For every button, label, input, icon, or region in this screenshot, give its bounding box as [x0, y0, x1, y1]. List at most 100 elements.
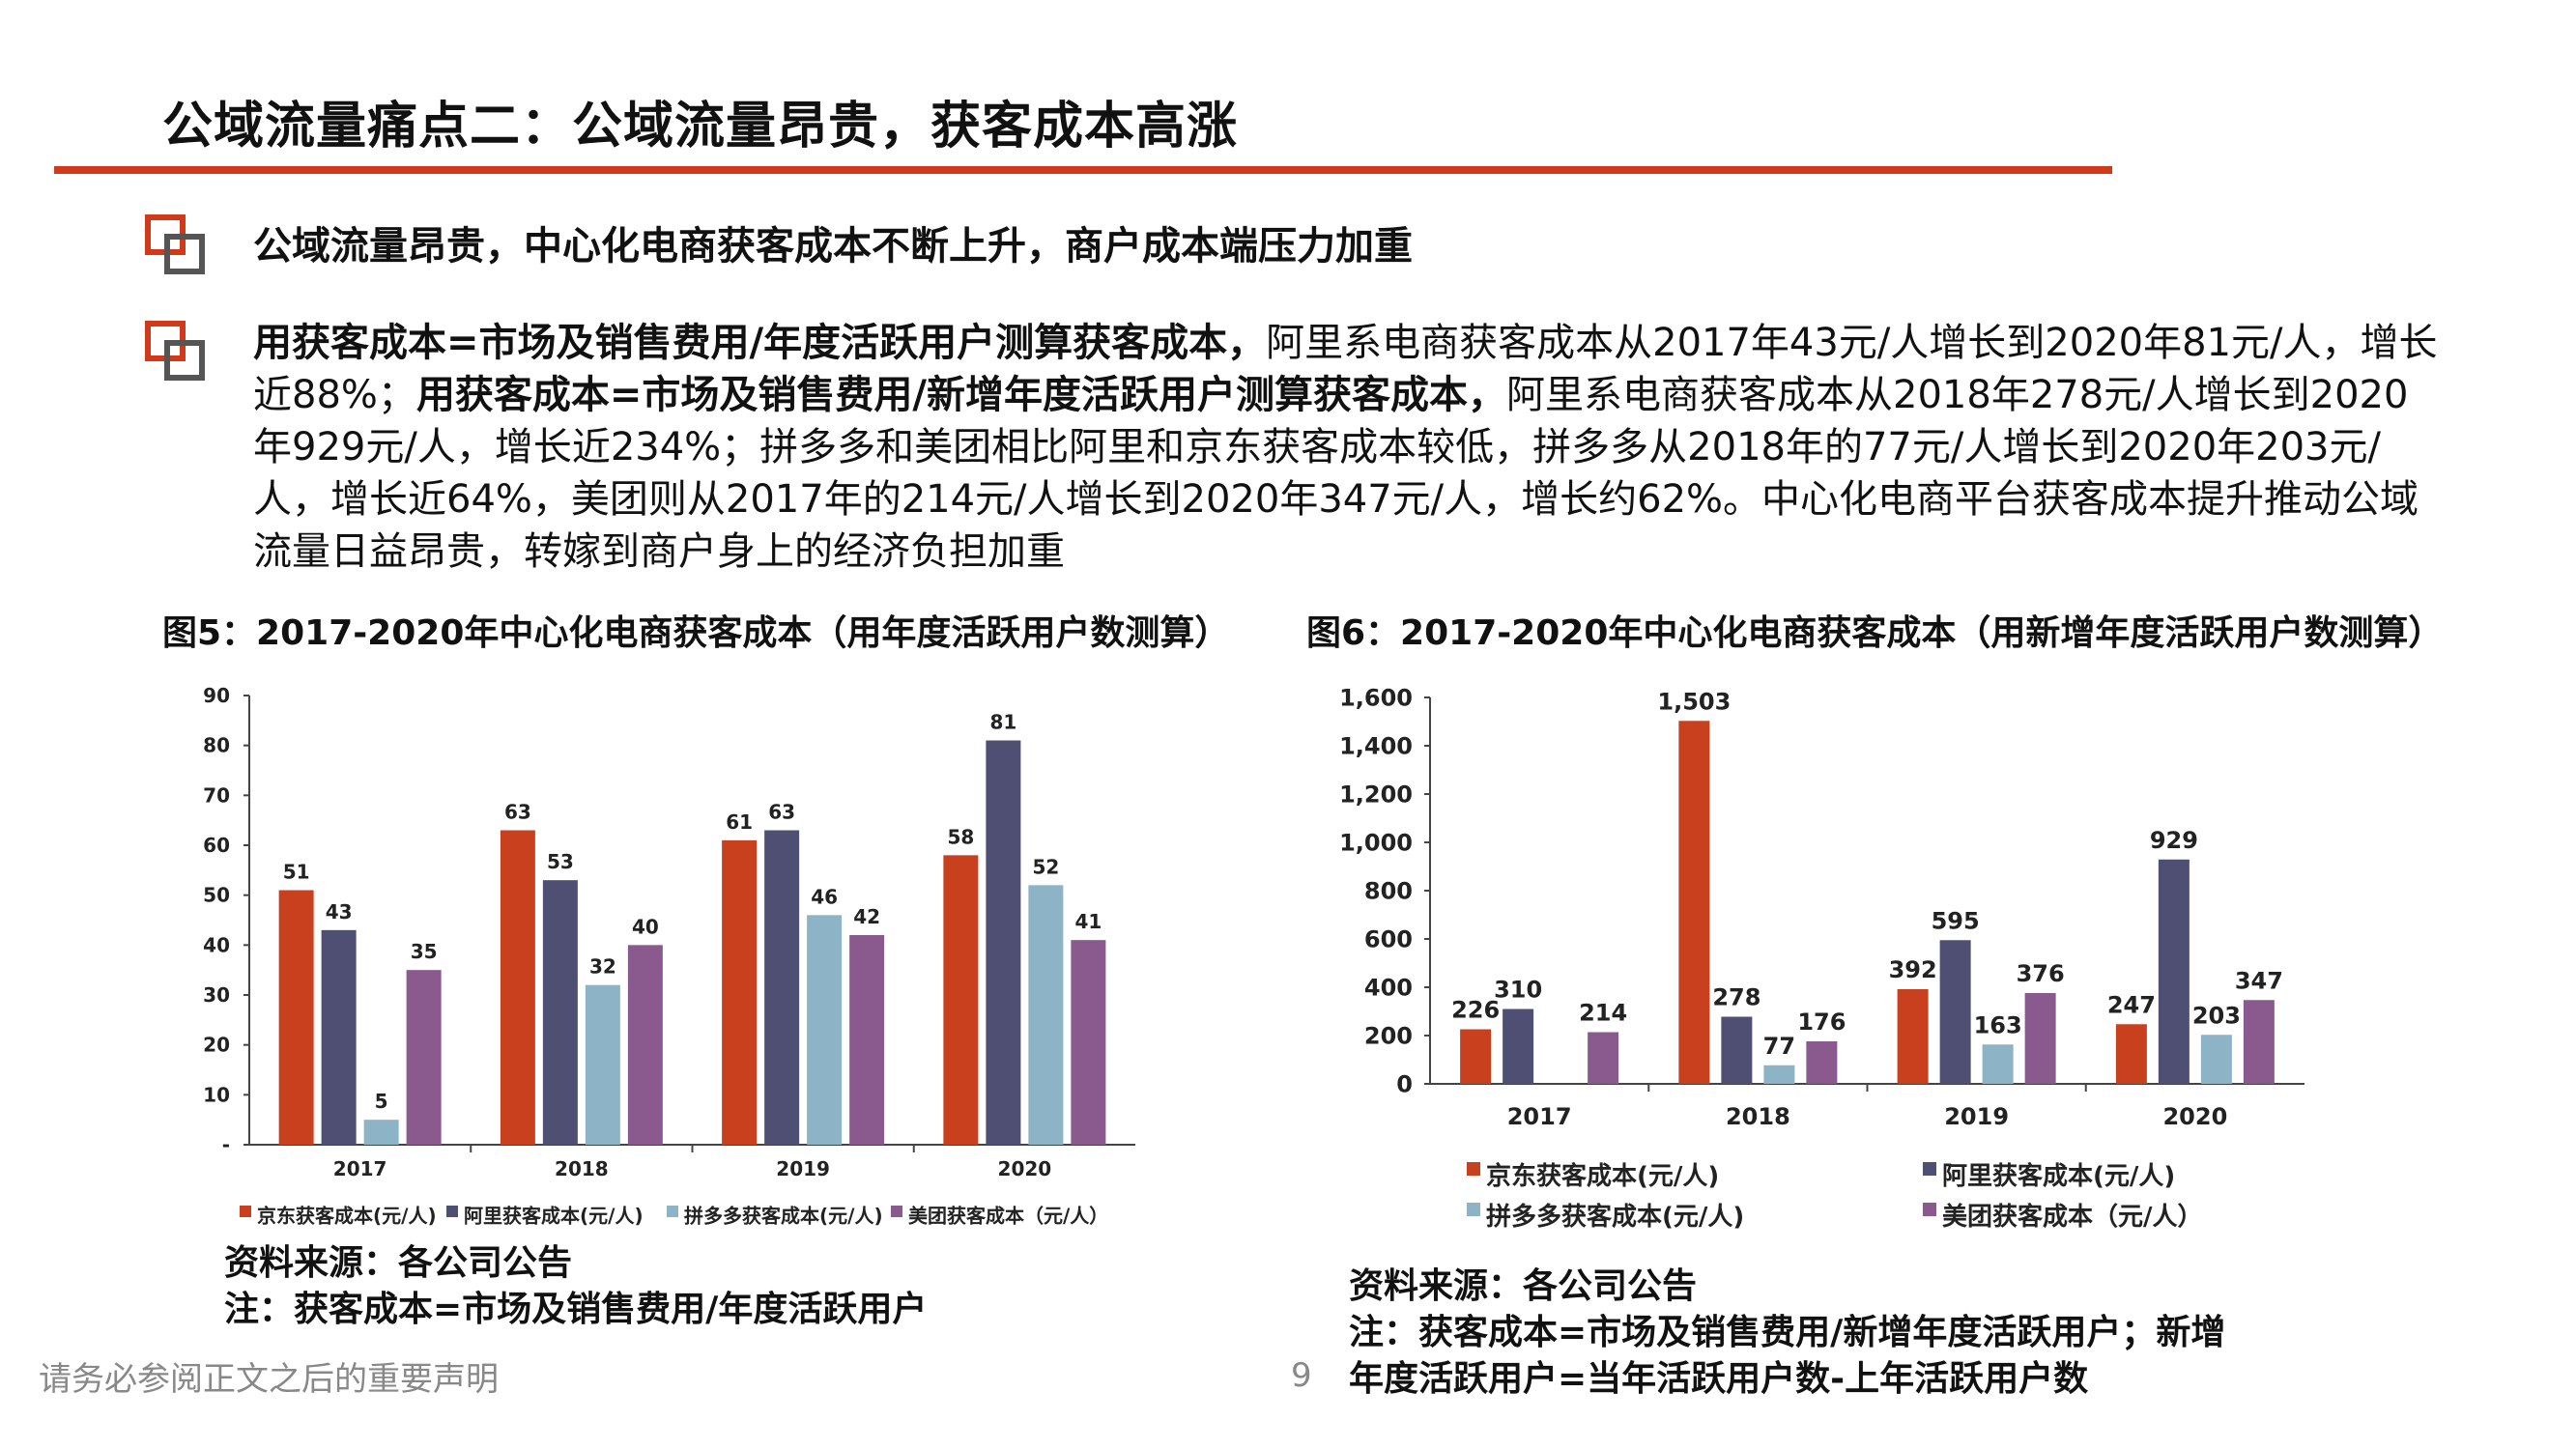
bar-2019-s2: [807, 915, 843, 1145]
y-tick-label: 50: [203, 884, 230, 907]
data-label: 392: [1889, 956, 1937, 983]
data-label: 929: [2150, 827, 2198, 854]
disclaimer: 请务必参阅正文之后的重要声明: [39, 1360, 499, 1399]
bar-2017-s1: [1503, 1009, 1534, 1084]
legend-swatch: [667, 1206, 678, 1217]
bar-2019-s3: [2024, 993, 2056, 1084]
bar-2019-s1: [1939, 940, 1971, 1084]
data-label: 51: [283, 861, 310, 884]
x-category-label: 2020: [2162, 1103, 2227, 1130]
legend-label: 拼多多获客成本(元/人): [1486, 1202, 1744, 1232]
legend-swatch: [1923, 1203, 1936, 1216]
data-label: 214: [1579, 1000, 1627, 1027]
y-tick-label: 80: [203, 734, 230, 757]
x-category-label: 2018: [555, 1157, 609, 1180]
page-title: 公域流量痛点二：公域流量昂贵，获客成本高涨: [162, 98, 1239, 156]
fig6-source: 资料来源：各公司公告: [1349, 1266, 1698, 1306]
legend-label: 拼多多获客成本(元/人): [684, 1205, 883, 1228]
data-label: 40: [632, 915, 659, 938]
y-tick-label: 20: [203, 1034, 230, 1057]
y-tick-label: 10: [203, 1083, 230, 1106]
y-tick-label: 1,600: [1339, 684, 1413, 711]
bar-2017-s3: [1588, 1032, 1619, 1084]
fig6-note-line1: 注：获客成本=市场及销售费用/新增年度活跃用户；新增: [1349, 1313, 2226, 1352]
bar-2018-s2: [585, 984, 620, 1145]
fig5-caption: 图5：2017-2020年中心化电商获客成本（用年度活跃用户数测算）: [162, 613, 1230, 653]
detail-emphasis-2: 用获客成本=市场及销售费用/新增年度活跃用户测算获客成本，: [415, 373, 1507, 417]
legend-swatch: [891, 1206, 902, 1217]
data-label: 247: [2107, 991, 2156, 1018]
title-divider: [54, 166, 2112, 174]
detail-text-1: 阿里系电商获客成本从2017年43元/人增长到2020年81元/人，增长近88%…: [253, 321, 2438, 417]
x-category-label: 2019: [776, 1157, 830, 1180]
data-label: 52: [1032, 855, 1059, 878]
bar-2020-s1: [2158, 859, 2190, 1084]
data-label: 376: [2017, 960, 2065, 987]
chart-fig5: - 10 20 30 40 50 60 70 80 90 2017 51 43 5 35 2018 63 53 32…: [203, 684, 1135, 1228]
legend-swatch: [1923, 1162, 1936, 1176]
y-tick-label: 600: [1364, 925, 1413, 952]
fig5-note: 注：获客成本=市场及销售费用/年度活跃用户: [224, 1290, 928, 1329]
data-label: 42: [853, 905, 880, 928]
data-label: 46: [811, 885, 838, 908]
data-label: 41: [1074, 910, 1102, 933]
data-label: 1,503: [1657, 688, 1731, 715]
legend-swatch: [446, 1206, 458, 1217]
legend-label: 京东获客成本(元/人): [257, 1205, 437, 1228]
legend-label: 美团获客成本（元/人）: [1942, 1202, 2203, 1232]
bar-2018-s2: [1763, 1065, 1795, 1084]
legend-swatch: [1467, 1162, 1480, 1176]
legend-label: 阿里获客成本(元/人): [1942, 1161, 2175, 1191]
legend-swatch: [1467, 1203, 1480, 1216]
y-tick-label: 0: [1396, 1070, 1413, 1097]
bar-2020-s2: [1028, 885, 1064, 1145]
y-tick-label: 200: [1364, 1022, 1413, 1049]
bar-2018-s0: [500, 830, 535, 1145]
bar-2019-s0: [1897, 989, 1929, 1084]
data-label: 310: [1494, 977, 1542, 1004]
detail-text-2: 阿里系电商获客成本从2018年278元/人增长到2020年929元/人，增长近2…: [253, 373, 2419, 574]
x-category-label: 2019: [1944, 1103, 2009, 1130]
bar-2019-s3: [849, 935, 885, 1145]
data-label: 32: [589, 955, 616, 979]
data-label: 63: [768, 801, 795, 824]
chart-fig6: 0 200 400 600 800 1,000 1,200 1,400 1,600 2017 226…: [1339, 684, 2304, 1232]
y-tick-label: 400: [1364, 974, 1413, 1001]
bar-2018-s1: [1721, 1016, 1753, 1084]
bar-2019-s2: [1982, 1044, 2014, 1084]
data-label: 77: [1763, 1033, 1795, 1060]
y-tick-label: 1,200: [1339, 781, 1413, 808]
bar-2018-s0: [1678, 721, 1710, 1084]
y-tick-label: 90: [203, 684, 230, 707]
y-tick-label: 40: [203, 933, 230, 956]
bar-2020-s3: [2243, 1000, 2275, 1084]
x-category-label: 2020: [998, 1157, 1052, 1180]
legend-label: 阿里获客成本(元/人): [464, 1205, 644, 1228]
data-label: 53: [547, 850, 574, 873]
bar-2018-s1: [542, 880, 578, 1145]
bar-2018-s3: [1806, 1041, 1838, 1084]
fig5-source: 资料来源：各公司公告: [224, 1243, 573, 1283]
y-tick-label: 30: [203, 983, 230, 1007]
data-label: 226: [1451, 997, 1500, 1024]
data-label: 203: [2192, 1002, 2241, 1029]
bar-2017-s2: [363, 1120, 399, 1145]
bar-2020-s0: [2115, 1024, 2147, 1084]
x-category-label: 2018: [1726, 1103, 1790, 1130]
x-category-label: 2017: [333, 1157, 387, 1180]
data-label: 163: [1974, 1011, 2022, 1038]
bar-2020-s3: [1071, 940, 1106, 1145]
x-category-label: 2017: [1507, 1103, 1572, 1130]
legend-label: 京东获客成本(元/人): [1486, 1161, 1719, 1191]
bar-2017-s3: [406, 970, 442, 1145]
fig6-note-line2: 年度活跃用户=当年活跃用户数-上年活跃用户数: [1349, 1359, 2089, 1399]
y-tick-label: 800: [1364, 877, 1413, 904]
data-label: 43: [326, 900, 353, 923]
bar-2020-s0: [943, 855, 979, 1145]
y-tick-label: 1,000: [1339, 829, 1413, 856]
bullet-icon: [145, 214, 205, 274]
data-label: 5: [375, 1090, 388, 1113]
legend-swatch: [240, 1206, 251, 1217]
bullet-icon: [145, 321, 205, 381]
bar-2020-s1: [986, 740, 1021, 1145]
